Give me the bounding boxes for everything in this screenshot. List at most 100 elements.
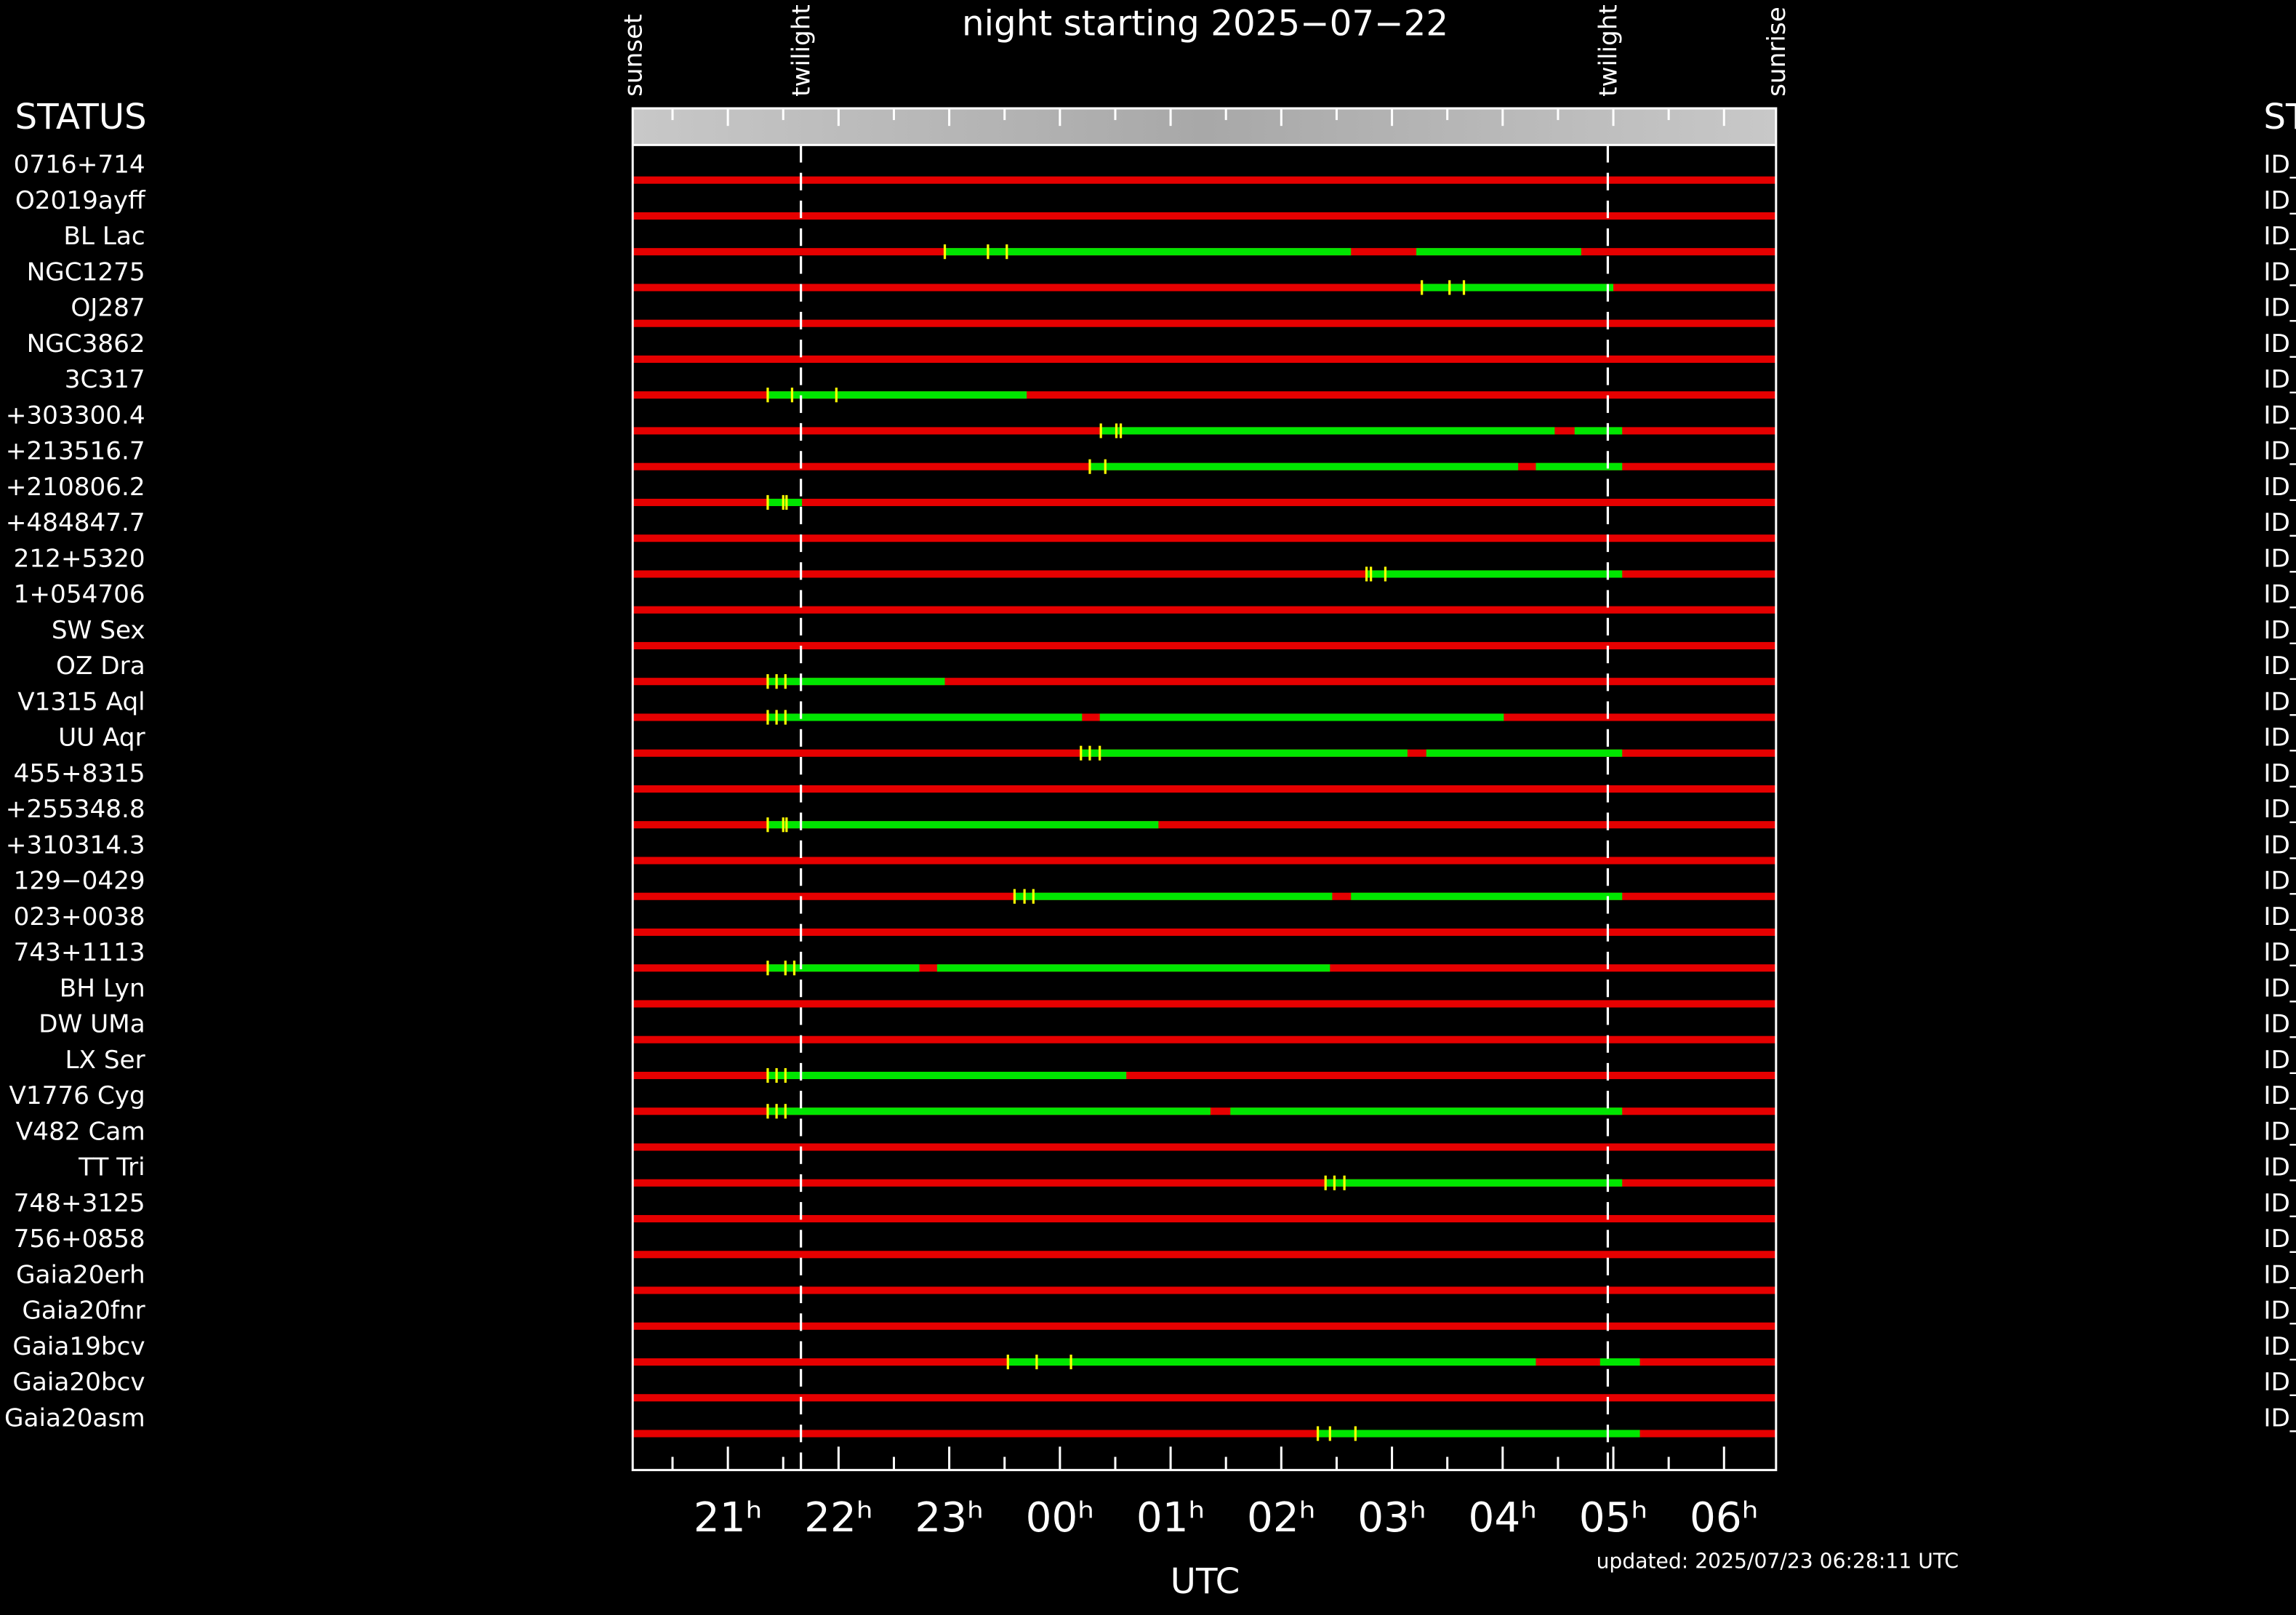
row-status: ID_ [2263,580,2296,609]
row-label: V1315 Aql [17,687,145,716]
x-tick-label: 04ʰ [1469,1494,1538,1542]
row-status: ID_ [2263,1225,2296,1254]
row-label: +303300.4 [6,401,145,430]
available-segment [767,498,803,506]
row-label: +484847.7 [6,508,145,537]
row-label: BL Lac [63,222,145,251]
row-status: ID_ [2263,1260,2296,1289]
row-status: ID_ [2263,759,2296,788]
available-segment [767,678,945,686]
x-tick-label: 00ʰ [1026,1494,1095,1542]
unavailable-band [633,1035,1776,1043]
unavailable-band [633,857,1776,865]
row-status: ID_ [2263,1046,2296,1075]
row-status: ID_ [2263,1153,2296,1182]
available-segment [1014,892,1333,900]
footer: updated: 2025/07/23 06:28:11 UTC [1597,1550,1959,1574]
row-status: ID_ [2263,294,2296,323]
row-status: ID_ [2263,795,2296,824]
unavailable-band [633,391,1776,399]
available-segment [1230,1107,1623,1115]
row-label: UU Aqr [58,724,145,753]
row-label: Gaia20fnr [22,1297,145,1326]
unavailable-band [633,1000,1776,1008]
row-label: 455+8315 [14,759,145,788]
row-label: V1776 Cyg [9,1081,145,1110]
row-label: 743+1113 [14,938,145,967]
unavailable-band [633,1214,1776,1223]
available-segment [1366,570,1623,578]
x-tick-label: 06ʰ [1690,1494,1759,1542]
row-status: ID_ [2263,1403,2296,1432]
row-label: TT Tri [78,1153,145,1182]
row-status: ID_ [2263,222,2296,251]
row-status: ID_ [2263,687,2296,716]
available-segment [1101,427,1555,435]
available-segment [936,964,1330,972]
x-tick-label: 22ʰ [804,1494,873,1542]
row-label: O2019ayff [15,186,146,215]
row-header: STATUS [15,97,146,137]
row-status: ID_ [2263,186,2296,215]
row-label: 129−0429 [14,867,145,896]
x-tick-label: 23ʰ [915,1494,984,1542]
available-segment [767,391,1027,399]
unavailable-band [633,212,1776,220]
row-status: ID_ [2263,508,2296,537]
unavailable-band [633,1430,1776,1438]
row-status: ID_ [2263,616,2296,645]
row-status: ID_ [2263,938,2296,967]
available-segment [1536,462,1623,470]
unavailable-band [633,1322,1776,1330]
row-status: ID_ [2263,1297,2296,1326]
row-label: NGC3862 [27,329,145,358]
unavailable-band [633,284,1776,292]
unavailable-band [633,355,1776,363]
row-label: SW Sex [52,616,145,645]
available-segment [1325,1179,1623,1187]
row-label: +210806.2 [6,473,145,502]
unavailable-band [633,319,1776,327]
available-segment [767,1107,1211,1115]
row-status: ID_ [2263,867,2296,896]
unavailable-band [633,606,1776,614]
available-segment [1317,1430,1640,1438]
available-segment [1416,248,1581,256]
row-status: ID_ [2263,473,2296,502]
x-tick-label: 03ʰ [1357,1494,1426,1542]
row-status: ID_ [2263,544,2296,573]
row-status: ID_ [2263,1081,2296,1110]
row-label: 3C317 [65,365,145,394]
unavailable-band [633,785,1776,793]
event-label: twilight [1594,4,1623,97]
row-label: V482 Cam [16,1117,145,1146]
unavailable-band [633,176,1776,184]
row-label: 023+0038 [14,902,145,931]
unavailable-band [633,678,1776,686]
row-status: ID_ [2263,401,2296,430]
row-status: ID_ [2263,151,2296,180]
row-status: ID_ [2263,1368,2296,1397]
unavailable-band [633,1179,1776,1187]
x-tick-label: 05ʰ [1579,1494,1648,1542]
plot-frame [631,107,1778,1472]
available-segment [767,1071,1127,1080]
unavailable-band [633,1143,1776,1151]
available-segment [944,248,1352,256]
row-label: 748+3125 [14,1189,145,1218]
row-status: ID_ [2263,365,2296,394]
row-label: OZ Dra [56,652,145,681]
unavailable-band [633,821,1776,829]
event-label: sunrise [1762,7,1791,97]
row-label: +255348.8 [6,795,145,824]
row-status: ID_ [2263,1189,2296,1218]
row-label: OJ287 [71,294,145,323]
available-segment [1099,713,1504,721]
row-label: +310314.3 [6,830,145,859]
unavailable-band [633,928,1776,937]
row-label: NGC1275 [27,257,145,286]
x-tick-label: 02ʰ [1247,1494,1316,1542]
x-tick-label: 21ʰ [694,1494,763,1542]
